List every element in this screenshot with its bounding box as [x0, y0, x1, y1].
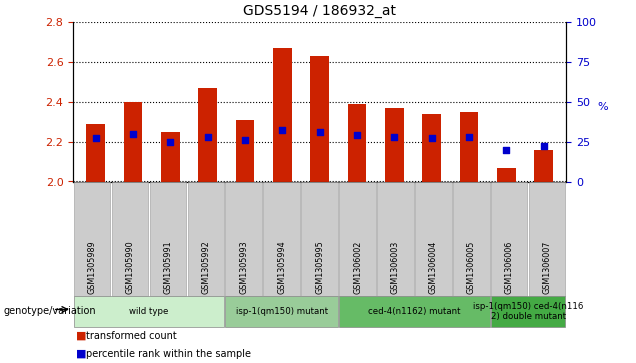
- Text: genotype/variation: genotype/variation: [3, 306, 96, 316]
- Point: [315, 129, 325, 135]
- Title: GDS5194 / 186932_at: GDS5194 / 186932_at: [243, 4, 396, 18]
- Text: ■: ■: [76, 349, 87, 359]
- Bar: [273, 48, 291, 182]
- Text: isp-1(qm150) mutant: isp-1(qm150) mutant: [235, 307, 328, 316]
- Point: [389, 134, 399, 140]
- Bar: [385, 107, 404, 182]
- Point: [90, 135, 100, 141]
- Point: [202, 134, 212, 140]
- Text: isp-1(qm150) ced-4(n116
2) double mutant: isp-1(qm150) ced-4(n116 2) double mutant: [473, 302, 583, 321]
- Bar: [86, 123, 105, 182]
- Point: [277, 127, 287, 133]
- Bar: [123, 102, 142, 182]
- Text: GSM1306007: GSM1306007: [543, 241, 551, 294]
- Point: [128, 131, 138, 136]
- Bar: [422, 114, 441, 182]
- Point: [240, 137, 250, 143]
- Bar: [310, 56, 329, 182]
- Point: [352, 132, 362, 138]
- Text: GSM1305991: GSM1305991: [163, 240, 172, 294]
- Point: [427, 135, 437, 141]
- Text: GSM1305989: GSM1305989: [88, 240, 97, 294]
- Bar: [161, 132, 179, 182]
- Text: GSM1305990: GSM1305990: [125, 240, 134, 294]
- Text: GSM1306005: GSM1306005: [467, 241, 476, 294]
- Bar: [235, 120, 254, 182]
- Text: wild type: wild type: [129, 307, 169, 316]
- Point: [165, 139, 176, 144]
- Text: ■: ■: [76, 331, 87, 341]
- Bar: [460, 111, 478, 182]
- Text: GSM1305992: GSM1305992: [202, 240, 211, 294]
- Point: [501, 147, 511, 152]
- Point: [539, 143, 549, 149]
- Text: transformed count: transformed count: [86, 331, 177, 341]
- Text: GSM1306004: GSM1306004: [429, 241, 438, 294]
- Bar: [534, 150, 553, 182]
- Text: GSM1305995: GSM1305995: [315, 240, 324, 294]
- Text: GSM1306003: GSM1306003: [391, 241, 400, 294]
- Bar: [198, 87, 217, 182]
- Text: percentile rank within the sample: percentile rank within the sample: [86, 349, 251, 359]
- Bar: [348, 103, 366, 182]
- Text: GSM1306002: GSM1306002: [353, 241, 362, 294]
- Text: GSM1305993: GSM1305993: [239, 240, 248, 294]
- Bar: [497, 168, 516, 182]
- Text: GSM1305994: GSM1305994: [277, 240, 286, 294]
- Y-axis label: %: %: [597, 102, 607, 112]
- Text: GSM1306006: GSM1306006: [505, 241, 514, 294]
- Text: ced-4(n1162) mutant: ced-4(n1162) mutant: [368, 307, 460, 316]
- Point: [464, 134, 474, 140]
